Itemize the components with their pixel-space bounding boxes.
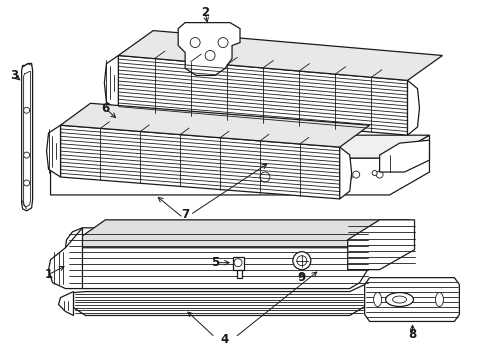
Polygon shape [73,285,364,315]
Circle shape [119,171,125,178]
Polygon shape [407,80,419,135]
Polygon shape [364,278,458,321]
Circle shape [188,171,196,178]
Polygon shape [65,220,408,248]
Circle shape [292,252,310,270]
Text: 8: 8 [407,328,416,341]
Circle shape [217,177,222,183]
Polygon shape [237,270,242,278]
Circle shape [190,37,200,48]
Circle shape [165,171,172,178]
Circle shape [282,171,289,178]
Circle shape [235,171,242,178]
Circle shape [218,37,227,48]
Circle shape [305,171,312,178]
Polygon shape [379,140,428,172]
Ellipse shape [373,293,381,306]
Circle shape [23,180,30,186]
Circle shape [95,171,102,178]
Polygon shape [46,125,61,177]
Polygon shape [50,135,90,168]
Polygon shape [104,55,118,110]
Circle shape [212,171,219,178]
Circle shape [98,167,102,172]
Text: 7: 7 [181,208,189,221]
Polygon shape [118,31,442,80]
Polygon shape [118,55,407,135]
Polygon shape [21,63,33,211]
Circle shape [346,175,351,180]
Circle shape [260,172,269,182]
Circle shape [23,107,30,113]
Ellipse shape [392,296,406,303]
Polygon shape [61,125,339,199]
Text: 9: 9 [297,271,305,284]
Polygon shape [50,135,428,158]
Polygon shape [23,71,31,207]
Polygon shape [65,228,369,289]
Polygon shape [50,135,428,195]
Circle shape [72,171,79,178]
Polygon shape [233,257,244,270]
Circle shape [371,171,376,176]
Circle shape [259,171,265,178]
Circle shape [375,171,382,178]
Circle shape [234,259,242,267]
Polygon shape [339,147,351,199]
Ellipse shape [385,293,413,306]
Polygon shape [59,292,73,315]
Circle shape [352,171,359,178]
Text: 6: 6 [101,102,109,115]
Polygon shape [61,103,369,147]
Circle shape [177,176,183,180]
Text: 5: 5 [210,256,219,269]
Text: 3: 3 [11,69,19,82]
Text: 1: 1 [44,268,53,281]
Text: 4: 4 [221,333,229,346]
Circle shape [138,171,142,176]
Circle shape [142,171,149,178]
Text: 2: 2 [201,6,209,19]
Ellipse shape [435,293,443,306]
Circle shape [23,152,30,158]
Polygon shape [254,165,274,188]
Polygon shape [48,228,82,289]
Circle shape [204,50,215,60]
Polygon shape [178,23,240,75]
Circle shape [306,176,312,181]
Circle shape [328,171,336,178]
Circle shape [296,256,306,266]
Polygon shape [347,220,414,270]
